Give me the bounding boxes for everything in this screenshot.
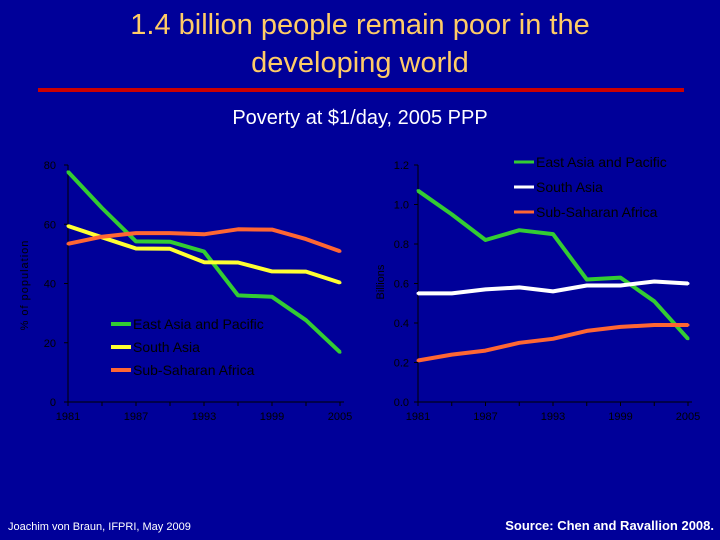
pct-y-axis-label: % of population (19, 240, 31, 331)
billions-y-tick-label: 0.2 (394, 358, 409, 370)
pct-east-asia-point (202, 250, 206, 254)
billions-x-tick-label: 1981 (406, 411, 430, 423)
pct-south-asia-point (66, 224, 70, 228)
billions-y-axis-label: Billions (375, 264, 387, 299)
billions-y-tick-label: 0.8 (394, 239, 409, 251)
billions-ssa-point (450, 353, 454, 357)
pct-east-asia-point (168, 240, 172, 244)
billions-south-asia-point (416, 291, 420, 295)
pct-east-asia-point (66, 170, 70, 174)
pct-ssa-point (236, 227, 240, 231)
slide-title: 1.4 billion people remain poor in the de… (0, 6, 720, 82)
slide-title-line1: 1.4 billion people remain poor in the (130, 9, 590, 41)
pct-y-tick-label: 60 (44, 219, 56, 231)
billions-x-tick-label: 2005 (676, 411, 700, 423)
billions-y-tick-label: 0.6 (394, 279, 409, 291)
billions-ssa-point (652, 323, 656, 327)
pct-legend-label-south-asia: South Asia (133, 339, 200, 355)
billions-east-asia-point (450, 212, 454, 216)
title-divider (38, 88, 684, 92)
pct-ssa-point (66, 242, 70, 246)
pct-east-asia-point (100, 206, 104, 210)
pct-legend: East Asia and Pacific South Asia Sub-Sahar… (111, 316, 264, 378)
pct-south-asia-point (168, 247, 172, 251)
billions-x-tick-label: 1987 (473, 411, 497, 423)
billions-ssa-line (417, 323, 688, 363)
pct-ssa-point (270, 228, 274, 232)
pct-legend-label-east-asia: East Asia and Pacific (133, 316, 264, 332)
billions-east-asia-point (686, 337, 690, 341)
pct-south-asia-point (202, 260, 206, 264)
billions-east-asia-point (517, 228, 521, 232)
pct-x-tick-label: 1981 (56, 411, 80, 423)
pct-ssa-point (100, 235, 104, 239)
pct-x-tick-label: 1987 (124, 411, 148, 423)
billions-south-asia-point (450, 291, 454, 295)
pct-south-asia-point (134, 247, 138, 251)
billions-east-asia-point (585, 278, 589, 282)
pct-ssa-point (202, 232, 206, 236)
billions-east-asia-point (551, 232, 555, 236)
pct-ssa-point (304, 237, 308, 241)
pct-x-tick-label: 2005 (328, 411, 352, 423)
billions-south-asia-point (551, 289, 555, 293)
billions-ssa-point (686, 323, 690, 327)
billions-south-asia-point (686, 282, 690, 285)
billions-ssa-point (484, 349, 487, 353)
pct-south-asia-point (270, 269, 274, 273)
pct-y-tick-label: 20 (44, 338, 56, 350)
pct-ssa-point (168, 231, 172, 235)
pct-east-asia-point (338, 350, 342, 354)
pct-ssa-point (338, 249, 342, 253)
billions-y-tick-label: 0.0 (394, 397, 409, 409)
billions-legend-label-south-asia: South Asia (536, 179, 603, 195)
billions-ssa-point (551, 337, 555, 341)
billions-east-asia-point (652, 299, 656, 303)
pct-south-asia-point (338, 281, 342, 285)
billions-legend-label-east-asia: East Asia and Pacific (536, 154, 667, 170)
pct-south-asia-point (304, 270, 308, 274)
billions-east-asia-point (484, 238, 487, 242)
pct-east-asia-point (134, 239, 138, 243)
pct-x-tick-label: 1999 (260, 411, 284, 423)
pct-east-asia-point (304, 318, 308, 322)
slide-title-line2: developing world (251, 47, 469, 79)
billions-south-asia-point (585, 283, 589, 287)
footer-attribution: Joachim von Braun, IFPRI, May 2009 (8, 521, 191, 533)
pct-ssa-point (134, 231, 138, 235)
billions-ssa-point (585, 329, 589, 333)
billions-south-asia-point (652, 280, 656, 284)
billions-ssa-point (619, 325, 622, 329)
billions-y-tick-label: 1.2 (394, 160, 409, 172)
billions-x-tick-label: 1993 (541, 411, 565, 423)
pct-east-asia-point (236, 293, 240, 297)
billions-south-asia-point (619, 283, 622, 287)
pct-chart: 0 20 40 60 80 1981 1987 1993 1999 2005 % of popula… (19, 160, 352, 423)
billions-legend-label-ssa: Sub-Saharan Africa (536, 204, 658, 220)
billions-chart: 0.0 0.2 0.4 0.6 0.8 1.0 1.2 1981 1987 1993 1999 200… (375, 154, 700, 423)
chart-subtitle: Poverty at $1/day, 2005 PPP (232, 107, 488, 129)
pct-east-asia-point (270, 295, 274, 299)
billions-south-asia-point (484, 287, 487, 291)
billions-east-asia-point (416, 189, 420, 193)
pct-south-asia-point (236, 260, 240, 264)
billions-ssa-point (416, 359, 420, 363)
pct-legend-label-ssa: Sub-Saharan Africa (133, 362, 255, 378)
billions-south-asia-point (517, 285, 521, 289)
billions-east-asia-point (619, 276, 622, 280)
pct-y-tick-label: 40 (44, 279, 56, 291)
pct-y-tick-label: 0 (50, 397, 56, 409)
billions-legend: East Asia and Pacific South Asia Sub-Sahar… (514, 154, 667, 220)
billions-x-tick-label: 1999 (608, 411, 632, 423)
pct-x-tick-label: 1993 (192, 411, 216, 423)
footer-source: Source: Chen and Ravallion 2008. (505, 518, 714, 533)
billions-y-tick-label: 1.0 (394, 200, 409, 212)
billions-ssa-point (517, 341, 521, 345)
billions-y-tick-label: 0.4 (394, 318, 409, 330)
pct-y-tick-label: 80 (44, 160, 56, 172)
